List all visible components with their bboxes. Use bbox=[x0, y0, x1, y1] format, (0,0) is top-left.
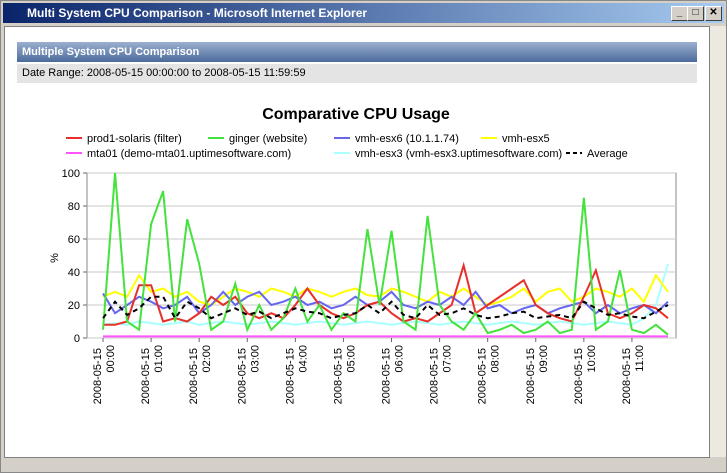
series-line bbox=[102, 172, 669, 336]
legend-label: vmh-esx5 bbox=[502, 133, 550, 145]
y-tick-label: 100 bbox=[62, 168, 80, 180]
date-range: Date Range: 2008-05-15 00:00:00 to 2008-… bbox=[17, 64, 697, 83]
x-tick-label: 2008-05-15 07:00 bbox=[429, 345, 454, 404]
close-button[interactable]: ✕ bbox=[705, 6, 722, 21]
x-tick-label: 2008-05-15 00:00 bbox=[92, 345, 117, 404]
legend-label: Average bbox=[587, 148, 628, 160]
y-tick-label: 80 bbox=[68, 201, 80, 213]
y-tick-label: 60 bbox=[68, 234, 80, 246]
x-tick-label: 2008-05-15 09:00 bbox=[525, 345, 550, 404]
scrollbar[interactable] bbox=[710, 26, 726, 457]
x-tick-label: 2008-05-15 08:00 bbox=[477, 345, 502, 404]
maximize-button[interactable]: □ bbox=[687, 6, 704, 21]
series-line bbox=[102, 295, 669, 321]
legend-label: ginger (website) bbox=[229, 133, 307, 145]
window-title: Multi System CPU Comparison - Microsoft … bbox=[27, 6, 368, 20]
legend-label: vmh-esx6 (10.1.1.74) bbox=[355, 133, 459, 145]
title-bar: Multi System CPU Comparison - Microsoft … bbox=[3, 3, 724, 23]
y-tick-label: 20 bbox=[68, 300, 80, 312]
x-tick-label: 2008-05-15 01:00 bbox=[140, 345, 165, 404]
x-tick-label: 2008-05-15 04:00 bbox=[284, 345, 309, 404]
x-tick-label: 2008-05-15 02:00 bbox=[188, 345, 213, 404]
chart-title: Comparative CPU Usage bbox=[262, 106, 450, 123]
series-line bbox=[102, 263, 669, 326]
x-tick-label: 2008-05-15 06:00 bbox=[381, 345, 406, 404]
x-tick-label: 2008-05-15 11:00 bbox=[621, 345, 646, 404]
legend-label: vmh-esx3 (vmh-esx3.uptimesoftware.com) bbox=[355, 148, 562, 160]
section-header: Multiple System CPU Comparison bbox=[17, 42, 697, 62]
legend-label: prod1-solaris (filter) bbox=[87, 133, 182, 145]
y-tick-label: 0 bbox=[74, 333, 80, 345]
y-axis-label: % bbox=[49, 253, 61, 263]
legend-label: mta01 (demo-mta01.uptimesoftware.com) bbox=[87, 148, 291, 160]
y-tick-label: 40 bbox=[68, 267, 80, 279]
x-tick-label: 2008-05-15 10:00 bbox=[573, 345, 598, 404]
x-tick-label: 2008-05-15 05:00 bbox=[332, 345, 357, 404]
x-tick-label: 2008-05-15 03:00 bbox=[236, 345, 261, 404]
